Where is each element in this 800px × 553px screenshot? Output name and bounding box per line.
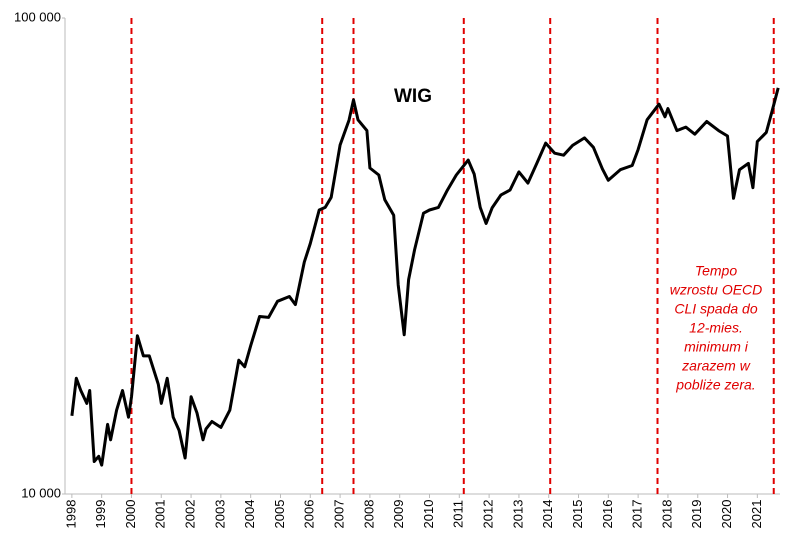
annotation: wzrostu OECD [670, 282, 763, 298]
annotation: pobliże zera. [675, 377, 755, 393]
y-tick-label: 100 000 [14, 9, 61, 24]
x-tick-label: 2008 [361, 500, 376, 529]
x-tick-label: 2021 [749, 500, 764, 529]
x-tick-label: 1998 [63, 500, 78, 529]
x-tick-label: 2015 [570, 500, 585, 529]
annotation: zarazem w [681, 358, 751, 374]
series-label: WIG [394, 86, 432, 107]
x-tick-label: 2011 [451, 500, 466, 528]
x-tick-label: 2004 [242, 500, 257, 529]
line [70, 87, 780, 467]
y-tick-label: 10 000 [21, 485, 61, 500]
x-tick-label: 2013 [510, 500, 525, 529]
x-tick-label: 1999 [93, 500, 108, 529]
x-tick-label: 2006 [302, 500, 317, 529]
x-tick-label: 2020 [719, 500, 734, 529]
annotation: minimum i [684, 339, 749, 355]
x-tick-label: 2005 [272, 500, 287, 529]
x-tick-label: 2007 [332, 500, 347, 529]
x-tick-label: 2014 [540, 500, 555, 529]
x-tick-label: 2002 [183, 500, 198, 529]
annotation: Tempo [695, 263, 738, 279]
x-tick-label: 2017 [630, 500, 645, 529]
x-tick-label: 2018 [659, 500, 674, 529]
annotation: 12-mies. [689, 320, 743, 336]
x-tick-label: 2019 [689, 500, 704, 529]
x-tick-label: 2009 [391, 500, 406, 529]
x-tick-label: 2016 [600, 500, 615, 529]
x-tick-label: 2003 [212, 500, 227, 529]
x-tick-label: 2012 [481, 500, 496, 529]
x-tick-label: 2001 [153, 500, 168, 529]
x-tick-label: 2010 [421, 500, 436, 529]
x-tick-label: 2000 [123, 500, 138, 529]
annotation: CLI spada do [674, 301, 757, 317]
